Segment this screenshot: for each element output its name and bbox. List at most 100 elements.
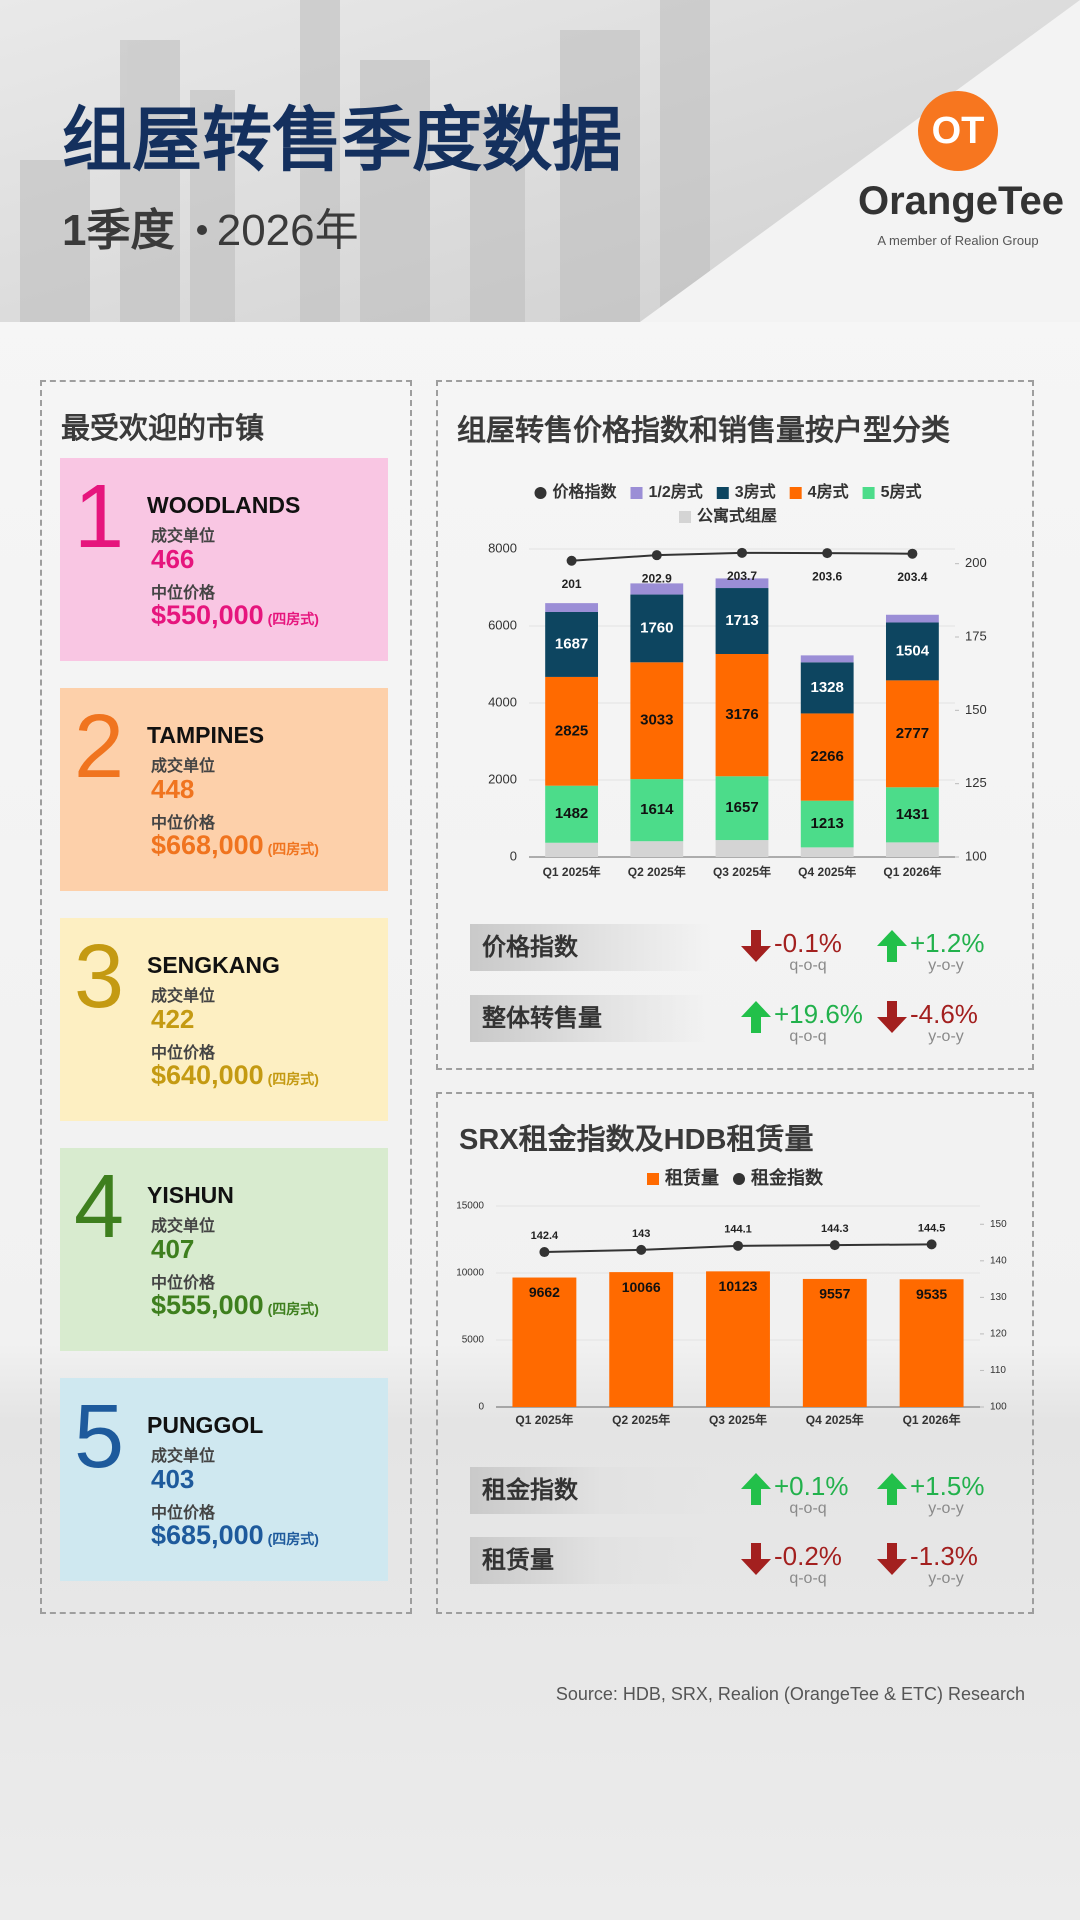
data-label: 1614 (640, 801, 674, 818)
legend-label: 租金指数 (751, 1167, 824, 1188)
data-label: 1213 (811, 815, 844, 832)
y2-tick-label: 100 (965, 848, 987, 863)
line-point (907, 548, 918, 559)
line-point (733, 1240, 743, 1251)
flat-type: (四房式) (267, 1531, 319, 1547)
logo-mark: OT (918, 91, 998, 171)
price: $555,000 (151, 1290, 264, 1320)
price-line: $668,000 (四房式) (151, 830, 319, 861)
units: 403 (151, 1464, 195, 1494)
data-label: 10066 (622, 1279, 661, 1295)
stat-period: q-o-q (789, 1500, 827, 1517)
units-label: 成交单位 (151, 528, 216, 545)
x-tick-label: Q4 2025年 (806, 1412, 864, 1427)
price-line: $640,000 (四房式) (151, 1060, 319, 1091)
y-tick-label: 5000 (462, 1335, 485, 1346)
data-label: 1431 (896, 806, 929, 823)
stat-period: y-o-y (928, 1500, 964, 1517)
arrow-down (877, 1001, 907, 1033)
stat-period: y-o-y (928, 1570, 964, 1587)
stat-value: -0.1% (774, 928, 842, 958)
units-label: 成交单位 (151, 758, 216, 775)
bar-segment (609, 1272, 674, 1407)
y-tick-label: 8000 (488, 540, 517, 555)
bar-segment (800, 713, 854, 801)
y2-tick-label: 110 (990, 1365, 1006, 1376)
town-card: 4 YISHUN 成交单位 407 中位价格 $555,000 (四房式) (60, 1148, 388, 1351)
y2-tick-label: 125 (965, 775, 987, 790)
stat-period: q-o-q (789, 957, 827, 974)
y2-tick-label: 120 (990, 1329, 1007, 1340)
legend-marker (733, 1173, 745, 1185)
y-tick-label: 6000 (488, 617, 517, 632)
stat-value: +0.1% (774, 1471, 849, 1501)
arrow-down (877, 1543, 907, 1575)
stat-period: y-o-y (928, 957, 964, 974)
tagline: A member of Realion Group (877, 233, 1039, 248)
price: $685,000 (151, 1520, 264, 1550)
flat-type: (四房式) (267, 841, 319, 857)
header-background (0, 0, 1080, 322)
price: $640,000 (151, 1060, 264, 1090)
stat-value: -4.6% (910, 999, 978, 1029)
y-tick-label: 15000 (456, 1201, 484, 1212)
units-label: 成交单位 (151, 1448, 216, 1465)
y-tick-label: 10000 (456, 1268, 484, 1279)
legend-label: 租赁量 (665, 1167, 719, 1188)
units: 448 (151, 774, 195, 804)
legend-marker (789, 487, 802, 499)
town-name: YISHUN (147, 1182, 234, 1208)
units: 466 (151, 544, 195, 574)
town-card: 1 WOODLANDS 成交单位 466 中位价格 $550,000 (四房式) (60, 458, 388, 661)
bar-segment (706, 1271, 770, 1407)
line-point (737, 547, 747, 558)
stat-value: +1.5% (910, 1471, 985, 1501)
y2-tick-label: 150 (965, 702, 987, 717)
legend-item: 4房式 (789, 482, 849, 501)
bar-segment (800, 800, 854, 848)
towns-panel (40, 380, 412, 1614)
bar-segment (715, 588, 769, 654)
legend-item: 价格指数 (534, 482, 618, 501)
data-label: 2266 (811, 748, 844, 765)
y-tick-label: 4000 (488, 694, 517, 709)
town-card: 3 SENGKANG 成交单位 422 中位价格 $640,000 (四房式) (60, 918, 388, 1121)
line-point (926, 1239, 937, 1250)
stat-period: y-o-y (928, 1028, 964, 1045)
legend-label: 4房式 (808, 482, 849, 501)
data-label: 9662 (529, 1284, 560, 1300)
legend-label: 5房式 (881, 482, 922, 501)
bar-segment (885, 842, 939, 857)
x-tick-label: Q1 2025年 (515, 1412, 573, 1427)
bar-segment (630, 779, 684, 842)
bar-segment (802, 1278, 867, 1407)
data-label: 202.9 (642, 571, 672, 585)
rank: 4 (74, 1157, 125, 1257)
stat-label: 价格指数 (470, 924, 710, 971)
legend-label: 公寓式组屋 (697, 506, 777, 525)
legend-marker (678, 511, 691, 523)
stat-label: 租金指数 (470, 1467, 710, 1514)
line-point (651, 550, 662, 561)
price-label: 中位价格 (151, 585, 216, 602)
legend-marker (716, 487, 729, 499)
x-tick-label: Q1 2026年 (883, 864, 941, 879)
data-label: 144.1 (724, 1224, 752, 1236)
legend-marker (534, 487, 547, 499)
data-label: 3033 (640, 712, 673, 729)
price: $550,000 (151, 600, 264, 630)
data-label: 144.3 (821, 1223, 849, 1235)
x-tick-label: Q2 2025年 (628, 864, 686, 879)
line-point (539, 1247, 550, 1258)
town-card: 2 TAMPINES 成交单位 448 中位价格 $668,000 (四房式) (60, 688, 388, 891)
town-name: SENGKANG (147, 952, 280, 978)
rank: 5 (74, 1387, 125, 1487)
data-label: 2777 (896, 725, 929, 742)
legend-label: 价格指数 (553, 482, 618, 501)
bar-segment (885, 680, 939, 788)
x-tick-label: Q4 2025年 (798, 864, 856, 879)
stat-value: -1.3% (910, 1541, 978, 1571)
bar-segment (545, 603, 599, 612)
bar-segment (885, 614, 939, 623)
